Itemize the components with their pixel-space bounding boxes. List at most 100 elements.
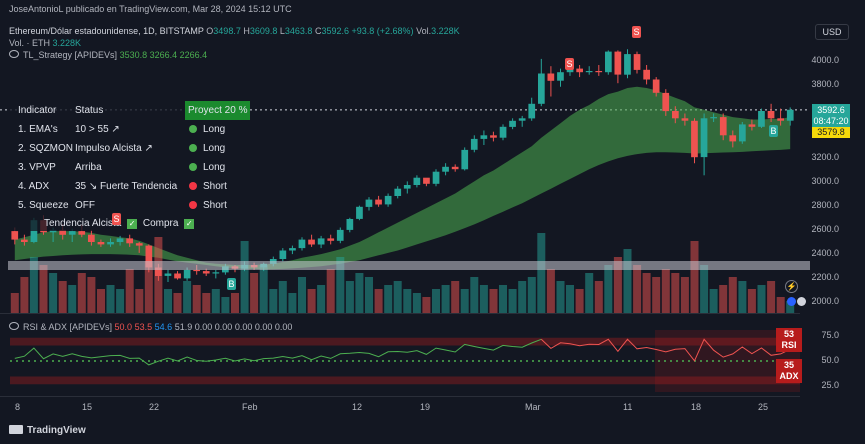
candle-body: [59, 229, 66, 235]
price-tick: 2800.0: [811, 200, 839, 210]
volume-bar: [432, 289, 440, 313]
volume-bar: [240, 241, 249, 313]
volume-bar: [202, 293, 211, 313]
candle-body: [470, 138, 478, 150]
volume-bar: [269, 289, 278, 313]
candle-body: [174, 273, 181, 279]
table-header-projection: Proyect 20 %: [185, 101, 250, 120]
volume-bar: [307, 289, 316, 313]
volume-bar: [77, 273, 86, 313]
table-row-indicator: 1. EMA's: [18, 124, 58, 135]
change-value: +93.8 (+2.68%): [351, 26, 414, 36]
status-dot: [189, 163, 197, 171]
volume-bar: [231, 293, 239, 313]
volume-bar: [527, 277, 536, 313]
volume-bar: [776, 297, 785, 313]
volume-bar: [393, 281, 402, 313]
candle-body: [88, 234, 95, 242]
time-tick: 25: [758, 402, 769, 412]
candle-body: [49, 229, 57, 233]
volume-bar: [97, 289, 105, 313]
candle-body: [480, 135, 488, 139]
table-row-indicator: 3. VPVP: [18, 162, 56, 173]
time-tick: 11: [623, 402, 633, 412]
time-tick: 18: [691, 402, 702, 412]
price-tick: 2000.0: [811, 296, 839, 306]
volume-bar: [604, 265, 613, 313]
candle-body: [729, 135, 737, 142]
strategy-price-label: 3579.8: [812, 127, 850, 138]
candle-body: [126, 238, 133, 244]
volume-bar: [164, 289, 172, 313]
tradingview-logo[interactable]: TradingView: [9, 425, 86, 436]
price-tick: 3000.0: [811, 176, 839, 186]
sell-signal-tag: S: [565, 58, 574, 70]
volume-bar: [556, 281, 565, 313]
table-row-signal: Long: [189, 120, 225, 139]
candle-body: [461, 149, 469, 170]
volume-bar: [671, 273, 680, 313]
rsi-tick: 75.0: [821, 330, 839, 340]
volume-bar: [10, 293, 19, 313]
price-tick: 4000.0: [811, 55, 839, 65]
candle-body: [758, 111, 765, 127]
volume-bar: [786, 301, 795, 313]
status-dot: [189, 201, 197, 209]
volume-bar: [700, 265, 709, 313]
volume-bar: [259, 265, 268, 313]
candle-body: [442, 166, 449, 172]
overbought-zone: [10, 337, 800, 346]
candle-body: [777, 118, 784, 121]
volume-bar: [489, 289, 498, 313]
candle-body: [193, 269, 200, 272]
volume-bar: [585, 273, 594, 313]
volume-bar: [183, 281, 192, 313]
candle-body: [68, 231, 76, 235]
currency-button[interactable]: USD: [815, 24, 849, 40]
table-row-signal: Short: [189, 196, 227, 215]
volume-bar: [613, 257, 622, 313]
candle-body: [643, 69, 650, 80]
volume-bar: [499, 285, 507, 313]
tradingview-icon: [9, 425, 23, 434]
candle-body: [739, 124, 746, 142]
rsi-legend[interactable]: RSI & ADX [APIDEVs] 50.0 53.5 54.6 51.9 …: [9, 322, 292, 332]
time-tick: Mar: [525, 402, 541, 412]
candle-body: [576, 68, 583, 73]
volume-bar: [384, 285, 393, 313]
volume-bar: [479, 285, 488, 313]
candle-body: [212, 272, 220, 274]
volume-bar: [135, 289, 144, 313]
price-tick: 3200.0: [811, 152, 839, 162]
volume-bar: [470, 277, 479, 313]
volume-bar: [250, 273, 259, 313]
candle-body: [499, 126, 507, 138]
volume-bar: [58, 281, 67, 313]
volume-bar: [412, 293, 421, 313]
candle-body: [432, 171, 440, 184]
table-row-status: Impulso Alcista ↗: [75, 143, 153, 154]
volume-bar: [537, 233, 546, 313]
rsi-tick: 50.0: [821, 355, 839, 365]
table-row-status: 10 > 55 ↗: [75, 124, 120, 135]
flag-icon[interactable]: [797, 297, 806, 306]
candle-body: [202, 271, 210, 274]
lightning-icon[interactable]: ⚡: [785, 280, 798, 293]
candle-body: [78, 231, 86, 235]
candle-body: [624, 54, 631, 75]
candle-body: [595, 71, 603, 73]
flag-icon[interactable]: [787, 297, 796, 306]
volume-bar: [173, 293, 182, 313]
volume-bar: [652, 277, 661, 313]
pane-divider[interactable]: [0, 313, 800, 314]
table-row-status: Arriba: [75, 162, 102, 173]
time-tick: 22: [149, 402, 160, 412]
candle-body: [164, 273, 172, 276]
time-tick: Feb: [242, 402, 258, 412]
candle-body: [155, 267, 162, 276]
adx-badge: 35 ADX: [776, 359, 802, 383]
strategy-legend[interactable]: TL_Strategy [APIDEVs] 3530.8 3266.4 2266…: [9, 50, 207, 60]
volume-bar: [355, 273, 364, 313]
candle-body: [662, 92, 670, 112]
